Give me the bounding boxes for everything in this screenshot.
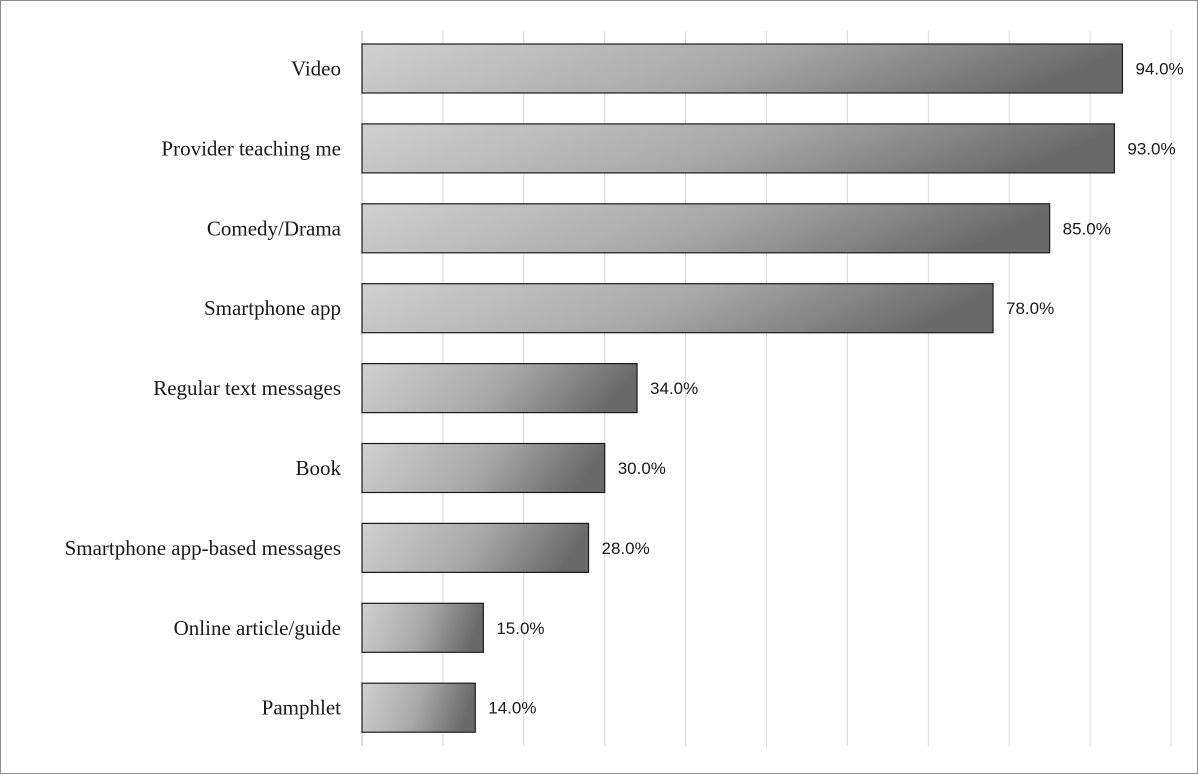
value-label: 78.0% (1006, 299, 1054, 318)
value-label: 85.0% (1063, 219, 1111, 238)
category-label: Smartphone app (204, 296, 341, 320)
category-label: Comedy/Drama (207, 216, 342, 240)
category-label: Regular text messages (153, 376, 341, 400)
value-label: 93.0% (1127, 139, 1175, 158)
value-label: 15.0% (496, 619, 544, 638)
value-label: 28.0% (602, 539, 650, 558)
category-label: Book (295, 456, 341, 480)
bar-provider-teaching-me (361, 123, 1115, 174)
category-label: Online article/guide (174, 616, 341, 640)
bar-regular-text-messages (361, 363, 638, 414)
bar-pamphlet (361, 682, 476, 733)
value-label: 94.0% (1135, 60, 1183, 79)
bar-online-article-guide (361, 602, 484, 653)
value-label: 30.0% (618, 459, 666, 478)
category-label: Pamphlet (262, 696, 341, 720)
bar-video (361, 43, 1124, 94)
bar-comedy-drama (361, 203, 1051, 254)
category-label: Provider teaching me (161, 136, 341, 160)
value-label: 34.0% (650, 379, 698, 398)
value-label: 14.0% (488, 699, 536, 718)
category-label: Video (291, 57, 341, 81)
labels: Video 94.0% Provider teaching me 93.0% Comed… (65, 57, 1184, 720)
bars (361, 43, 1124, 733)
bar-book (361, 442, 606, 494)
bar-smartphone-app (361, 283, 994, 334)
category-label: Smartphone app-based messages (65, 536, 341, 560)
bar-smartphone-app-based-messages (361, 522, 590, 574)
